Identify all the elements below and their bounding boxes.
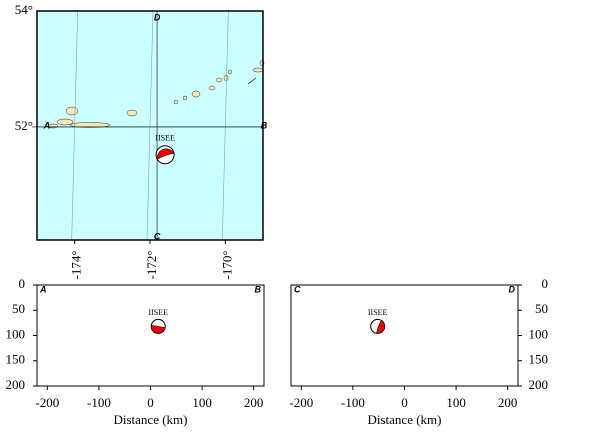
- profile-label: D: [509, 284, 516, 294]
- y-tick-label: 150: [6, 352, 26, 367]
- island-chain: [247, 77, 257, 85]
- profile-label: A: [43, 120, 51, 130]
- lon-label: -172°: [144, 250, 159, 279]
- ball-compression: [151, 324, 166, 334]
- y-tick-label: 100: [529, 326, 549, 341]
- x-tick-label: -100: [87, 395, 111, 410]
- x-tick-label: 0: [147, 395, 154, 410]
- section-frame: [290, 284, 519, 387]
- lon-label: -170°: [219, 250, 234, 279]
- y-tick-label: 50: [535, 301, 548, 316]
- ball-compression: [376, 320, 385, 334]
- grid-line: [222, 10, 229, 241]
- focal-mechanism: [370, 318, 386, 334]
- profile-label: D: [154, 12, 161, 22]
- y-tick-label: 0: [19, 276, 26, 291]
- profile-label: B: [261, 120, 268, 130]
- x-tick-label: -200: [289, 395, 313, 410]
- y-tick-label: 100: [6, 326, 26, 341]
- focal-mechanism: [155, 145, 175, 165]
- y-tick-label: 200: [529, 377, 549, 392]
- lon-label: -174°: [69, 250, 84, 279]
- map-frame: [36, 10, 264, 241]
- y-tick-label: 200: [6, 377, 26, 392]
- event-label: IISEE: [148, 308, 168, 317]
- profile-label: C: [294, 284, 301, 294]
- x-tick-label: 200: [498, 395, 518, 410]
- x-axis-label: Distance (km): [367, 412, 441, 427]
- grid-line: [71, 10, 78, 241]
- lat-label: 52°: [15, 118, 33, 133]
- profile-label: B: [255, 284, 262, 294]
- x-tick-label: 100: [192, 395, 212, 410]
- x-tick-label: -100: [341, 395, 365, 410]
- x-tick-label: -200: [35, 395, 59, 410]
- focal-mechanism: [150, 318, 166, 334]
- x-axis-label: Distance (km): [113, 412, 187, 427]
- y-tick-label: 0: [542, 276, 549, 291]
- x-tick-label: 100: [446, 395, 466, 410]
- section-frame: [36, 284, 265, 387]
- ball-compression: [156, 148, 175, 160]
- y-tick-label: 50: [12, 301, 25, 316]
- grid-line: [146, 10, 154, 241]
- x-tick-label: 0: [401, 395, 408, 410]
- x-tick-label: 200: [244, 395, 264, 410]
- event-label: IISEE: [368, 308, 388, 317]
- event-label: IISEE: [155, 134, 175, 143]
- lat-label: 54°: [15, 2, 33, 17]
- y-tick-label: 150: [529, 352, 549, 367]
- profile-label: A: [39, 284, 47, 294]
- profile-label: C: [154, 231, 161, 241]
